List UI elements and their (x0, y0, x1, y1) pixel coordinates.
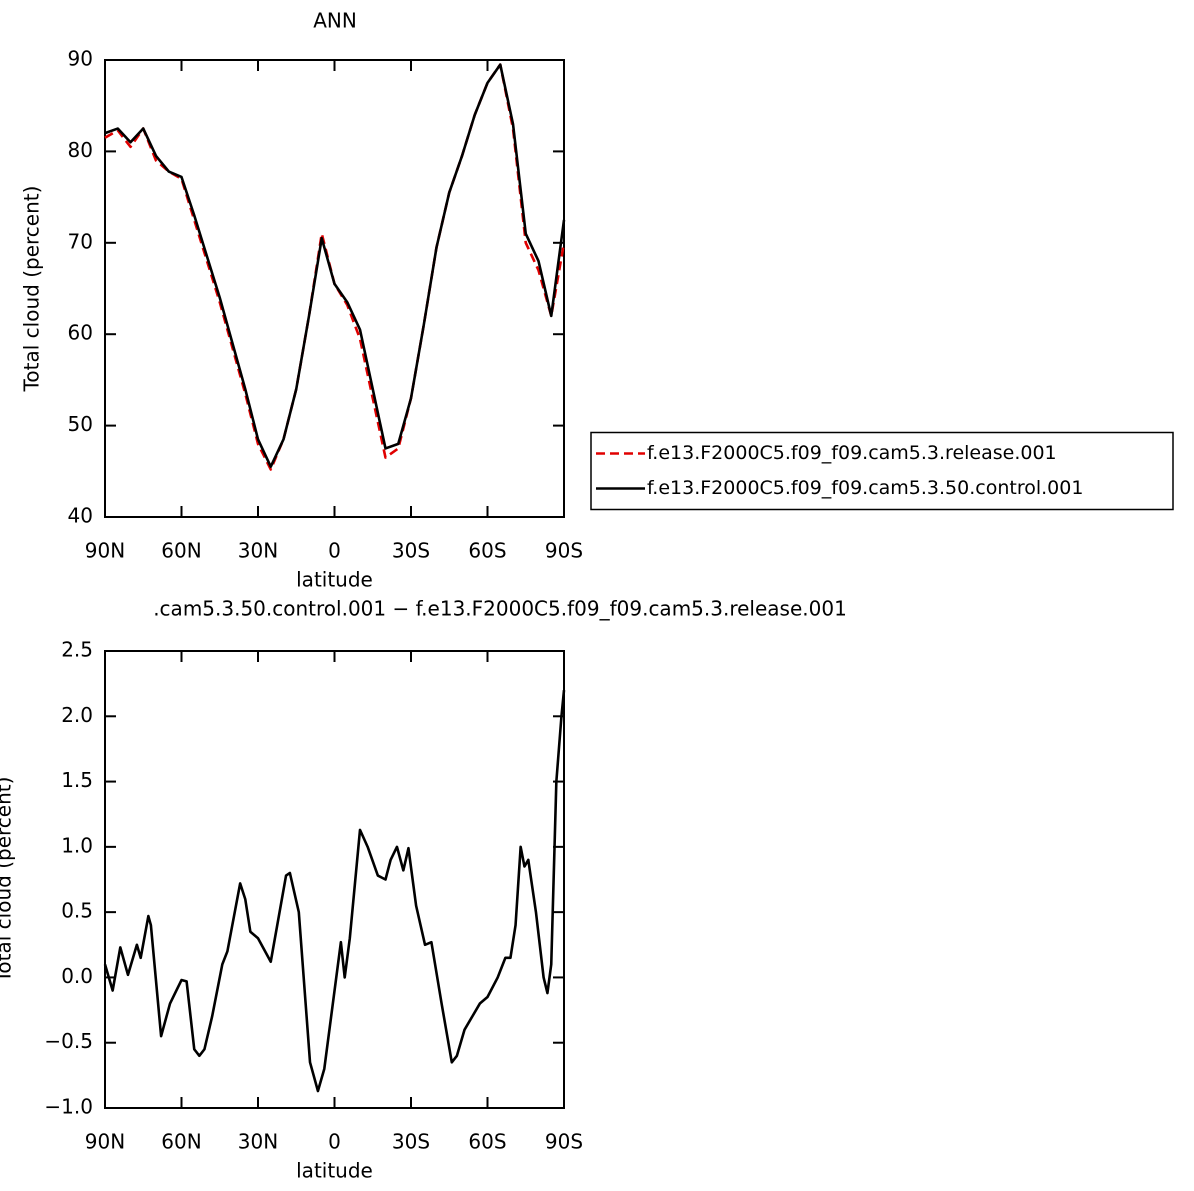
y-tick-label: 60 (68, 321, 93, 345)
legend-label: f.e13.F2000C5.f09_f09.cam5.3.50.control.… (647, 477, 1083, 499)
legend-label: f.e13.F2000C5.f09_f09.cam5.3.release.001 (647, 442, 1057, 464)
chart-title: .cam5.3.50.control.001 − f.e13.F2000C5.f… (153, 597, 847, 621)
x-tick-label: 30N (238, 539, 278, 563)
plot-frame (104, 650, 565, 1109)
x-tick-label: 30S (392, 539, 430, 563)
legend-box (590, 431, 1174, 511)
x-tick-label: 90S (545, 1130, 583, 1154)
x-tick-label: 60S (468, 1130, 506, 1154)
y-tick-label: 80 (68, 138, 93, 162)
series-line (104, 63, 566, 469)
y-axis-label: Total cloud (percent) (20, 186, 44, 393)
y-tick-label: 1.5 (61, 768, 93, 792)
y-tick-label: −0.5 (44, 1029, 93, 1053)
chart-title: ANN (313, 9, 357, 33)
series-line (103, 690, 566, 1093)
x-tick-label: 30S (392, 1130, 430, 1154)
y-tick-label: 0.5 (61, 899, 93, 923)
series-line (104, 63, 566, 471)
x-tick-label: 0 (328, 1130, 341, 1154)
y-tick-label: 40 (68, 504, 93, 528)
y-tick-label: 70 (68, 229, 93, 253)
x-axis-label: latitude (296, 1159, 373, 1183)
x-tick-label: 30N (238, 1130, 278, 1154)
x-tick-label: 0 (328, 539, 341, 563)
x-tick-label: 60N (161, 539, 201, 563)
x-axis-label: latitude (296, 568, 373, 592)
plot-frame (104, 59, 565, 518)
x-tick-label: 90N (85, 1130, 125, 1154)
y-tick-label: 2.0 (61, 703, 93, 727)
y-tick-label: 0.0 (61, 964, 93, 988)
y-tick-label: 50 (68, 412, 93, 436)
x-tick-label: 60N (161, 1130, 201, 1154)
y-axis-label: Total cloud (percent) (0, 777, 16, 984)
x-tick-label: 60S (468, 539, 506, 563)
y-tick-label: 2.5 (61, 638, 93, 662)
y-tick-label: −1.0 (44, 1095, 93, 1119)
x-tick-label: 90N (85, 539, 125, 563)
y-tick-label: 1.0 (61, 833, 93, 857)
y-tick-label: 90 (68, 47, 93, 71)
x-tick-label: 90S (545, 539, 583, 563)
